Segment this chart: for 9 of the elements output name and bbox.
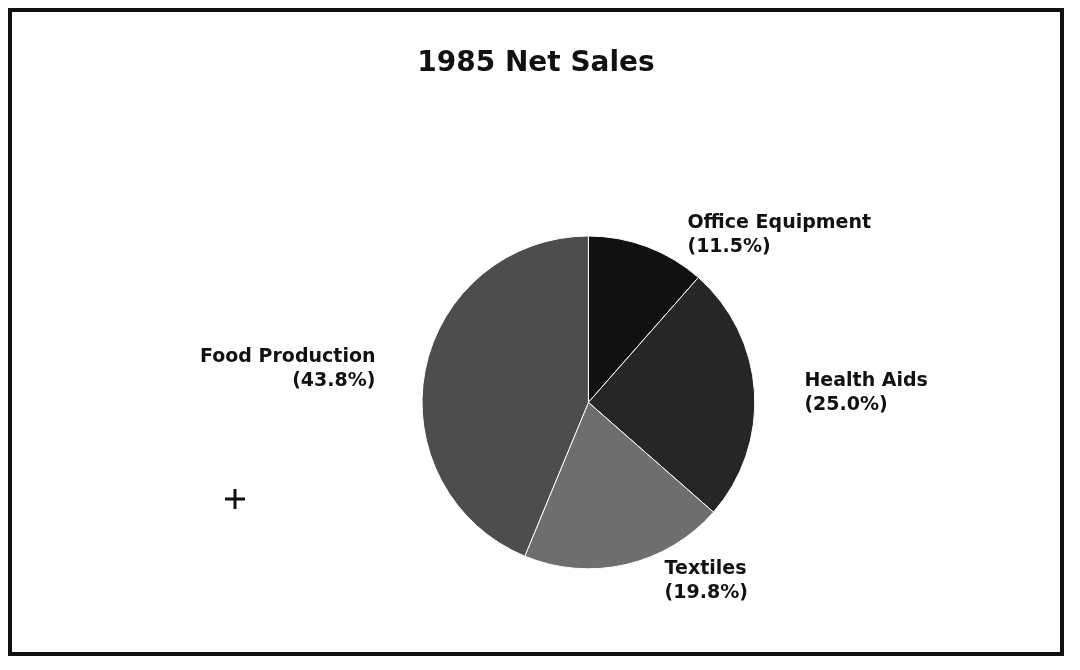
slice-label: Textiles	[664, 556, 747, 579]
data-label: (43.8%)	[292, 368, 376, 391]
slice-label: Health Aids	[804, 367, 928, 390]
slice-label: Office Equipment	[687, 209, 872, 232]
data-label: (19.8%)	[664, 580, 748, 603]
chart-title: 1985 Net Sales	[417, 44, 655, 78]
slice-label: Food Production	[200, 344, 376, 367]
data-label: (11.5%)	[687, 233, 771, 256]
data-label: (25.0%)	[804, 391, 888, 414]
